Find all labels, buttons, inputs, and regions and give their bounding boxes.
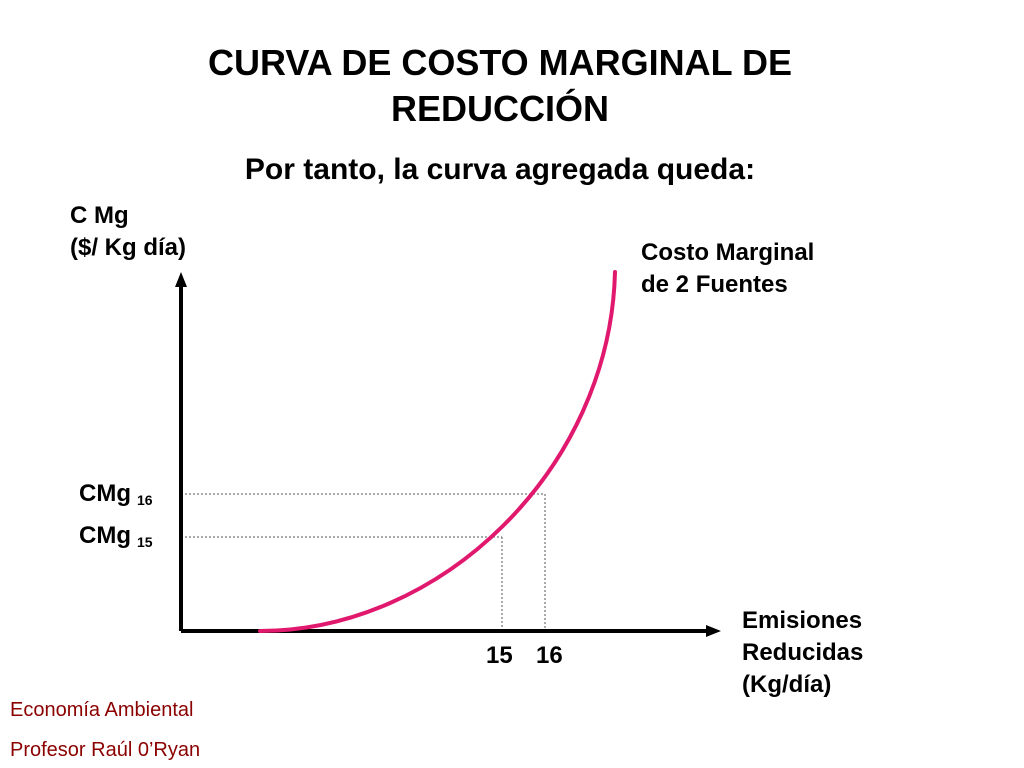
footer-course: Economía Ambiental [10,699,194,721]
curve-label-line-2: de 2 Fuentes [641,271,788,298]
curve-label: Costo Marginal de 2 Fuentes [641,237,814,301]
x-axis-label-line-2: Reducidas [742,639,864,666]
y-axis-arrowhead [175,272,187,287]
slide-subtitle: Por tanto, la curva agregada queda: [244,153,756,186]
x-axis-label: Emisiones Reducidas (Kg/día) [742,605,863,701]
slide-title-line-1: CURVA DE COSTO MARGINAL DE [207,42,793,83]
y-tick-cmg-16-sub: 16 [136,492,153,508]
x-tick-16: 16 [536,642,563,669]
y-axis-label: C Mg ($/ Kg día) [70,200,186,264]
slide-title-line-2: REDUCCIÓN [390,88,609,129]
guide-lines [181,493,546,631]
y-tick-cmg-16: CMg 16 [79,480,153,514]
axes [175,272,721,637]
x-axis-arrowhead [706,625,721,637]
footer-professor: Profesor Raúl 0’Ryan [10,739,201,761]
y-tick-cmg-15-label: CMg [79,522,131,549]
y-tick-cmg-15: CMg 15 [79,522,153,556]
y-tick-cmg-15-sub: 15 [136,534,153,550]
y-axis-label-line-2: ($/ Kg día) [70,234,187,261]
slide-title: CURVA DE COSTO MARGINAL DE REDUCCIÓN [0,40,1000,132]
curve-label-line-1: Costo Marginal [641,239,815,266]
x-axis-label-line-1: Emisiones [742,607,863,634]
marginal-cost-curve [258,270,617,633]
y-tick-cmg-16-label: CMg [79,480,131,507]
x-tick-15: 15 [486,642,513,669]
y-axis-label-line-1: C Mg [70,202,129,229]
x-axis-label-line-3: (Kg/día) [742,671,832,698]
